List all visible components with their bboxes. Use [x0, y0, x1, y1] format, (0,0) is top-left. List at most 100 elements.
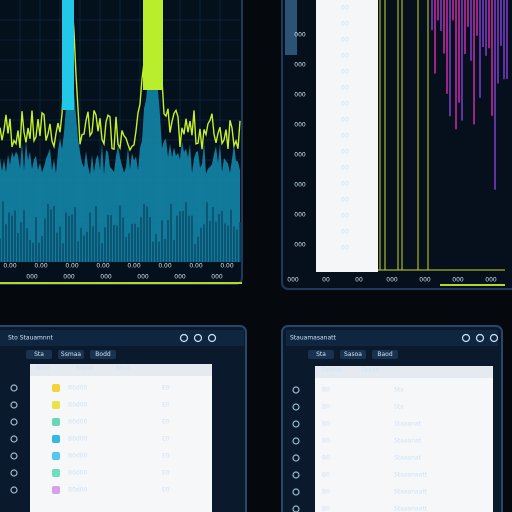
x-tick-label: 0.00	[189, 263, 203, 270]
side-icon[interactable]	[292, 454, 300, 462]
x-tick-label: 0.00	[3, 263, 17, 270]
cell: B0	[322, 472, 330, 479]
list-item: 00	[341, 21, 349, 28]
header-icon[interactable]	[489, 333, 499, 343]
panel-title: Stauamasanatt	[290, 335, 336, 342]
table	[315, 378, 493, 512]
tab-label[interactable]: Ssmaa	[61, 351, 81, 358]
row-icon	[52, 435, 60, 443]
list-item: 00	[341, 5, 349, 12]
list-item: 00	[341, 117, 349, 124]
side-icon[interactable]	[10, 469, 18, 477]
cell: B0	[322, 506, 330, 512]
x-tick-label: 0.00	[220, 263, 234, 270]
column-header: Stoo	[116, 365, 130, 372]
list-item: 00	[341, 101, 349, 108]
x-tick-label: 000	[174, 274, 186, 281]
list-item: 00	[341, 85, 349, 92]
cell: Staaanaatt	[394, 472, 428, 479]
cell: Staaanaatt	[394, 506, 428, 512]
axis-label: 000	[294, 62, 306, 69]
side-icon[interactable]	[292, 386, 300, 394]
side-icon[interactable]	[292, 403, 300, 411]
traces	[378, 0, 508, 286]
cell: Sta	[394, 387, 404, 394]
x-tick-label: 000	[452, 277, 464, 284]
icons	[10, 333, 499, 512]
side-icon[interactable]	[10, 435, 18, 443]
x-tick-label: 000	[100, 274, 112, 281]
row-icon	[52, 384, 60, 392]
tab-label[interactable]: Bodd	[95, 351, 111, 358]
cell: E0	[162, 419, 170, 426]
waveform	[0, 0, 241, 263]
table	[30, 376, 212, 512]
x-tick-label: 0.00	[34, 263, 48, 270]
list-item: 00	[341, 69, 349, 76]
x-tick-label: 00	[355, 277, 363, 284]
x-tick-label: 000	[419, 277, 431, 284]
side-icon[interactable]	[10, 384, 18, 392]
header-icon[interactable]	[207, 333, 217, 343]
list-column	[316, 0, 378, 272]
side-icon[interactable]	[10, 452, 18, 460]
header-bar	[286, 330, 498, 346]
cell: E0	[162, 470, 170, 477]
x-tick-label: 00	[322, 277, 330, 284]
tab-label[interactable]: Sta	[316, 351, 326, 358]
table-head	[315, 366, 493, 378]
cell: B0	[322, 438, 330, 445]
tab-label[interactable]: Sasoa	[344, 351, 362, 358]
side-icon[interactable]	[292, 471, 300, 479]
tab[interactable]	[90, 350, 116, 359]
x-tick-label: 000	[386, 277, 398, 284]
peak	[143, 0, 163, 90]
cell: B0	[322, 421, 330, 428]
column-header: Sataao	[321, 367, 342, 374]
side-icon[interactable]	[10, 486, 18, 494]
table-head	[30, 364, 212, 376]
row-icon	[52, 418, 60, 426]
side-icon[interactable]	[292, 488, 300, 496]
list-item: 00	[341, 181, 349, 188]
axis-label: 000	[294, 152, 306, 159]
tab[interactable]	[26, 350, 52, 359]
cell: B0	[322, 455, 330, 462]
x-tick-label: 000	[287, 277, 299, 284]
tab-label[interactable]: Baod	[377, 351, 392, 358]
cell: B0d00	[68, 385, 88, 392]
x-tick-label: 0.00	[65, 263, 79, 270]
tab[interactable]	[58, 350, 84, 359]
cell: E0	[162, 436, 170, 443]
header-icon[interactable]	[475, 333, 485, 343]
tab-label[interactable]: Sta	[34, 351, 44, 358]
header-icon[interactable]	[461, 333, 471, 343]
cell: B0	[322, 489, 330, 496]
header-icon[interactable]	[179, 333, 189, 343]
cell: B0d00	[68, 402, 88, 409]
side-icon[interactable]	[10, 418, 18, 426]
tab[interactable]	[340, 350, 366, 359]
tab[interactable]	[308, 350, 334, 359]
list-item: 00	[341, 165, 349, 172]
side-icon[interactable]	[292, 437, 300, 445]
panel-title: Sto Stauamnnt	[8, 335, 54, 342]
row-icon	[52, 486, 60, 494]
side-icon[interactable]	[292, 505, 300, 512]
header-icon[interactable]	[193, 333, 203, 343]
side-icon[interactable]	[292, 420, 300, 428]
cell: B0	[322, 387, 330, 394]
header-bar	[0, 330, 244, 346]
x-tick-label: 0.00	[96, 263, 110, 270]
column-header: Bsta	[36, 365, 50, 372]
cell: Staaanat	[394, 438, 422, 445]
side-icon[interactable]	[10, 401, 18, 409]
cell: B0d00	[68, 470, 88, 477]
cell: B0d00	[68, 419, 88, 426]
list-item: 00	[341, 149, 349, 156]
tab[interactable]	[372, 350, 398, 359]
peak	[62, 0, 74, 110]
cell: B0	[322, 404, 330, 411]
cell: Sta	[394, 404, 404, 411]
